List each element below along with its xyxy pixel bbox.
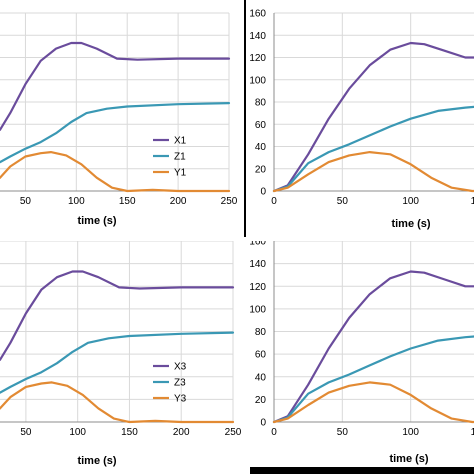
legend-label-x3: X3 <box>174 362 187 373</box>
x-axis-label: time (s) <box>77 215 116 227</box>
series-line-y <box>272 151 474 193</box>
series-line-x1 <box>0 41 231 131</box>
y-tick-label: 100 <box>249 75 266 86</box>
x-axis-label: time (s) <box>391 218 430 230</box>
series-line-z1 <box>0 102 231 164</box>
x-tick-label: 250 <box>225 427 242 438</box>
y-tick-label: 80 <box>255 327 267 338</box>
y-tick-label: 0 <box>260 418 266 429</box>
x-tick-label: 150 <box>471 196 474 207</box>
x-tick-label: 250 <box>221 196 238 207</box>
y-tick-label: 20 <box>255 164 267 175</box>
series-line-x3 <box>0 270 235 361</box>
divider-vertical-top <box>244 0 246 237</box>
series-line-x <box>272 270 474 424</box>
x-tick-label: 100 <box>402 196 419 207</box>
series-line-x <box>272 41 474 193</box>
y-tick-label: 80 <box>255 98 267 109</box>
chart-top-right: 0 50 100 150 0 20 40 60 80 100 120 140 160 time (s) <box>249 9 474 230</box>
y-tick-label: 100 <box>249 304 266 315</box>
series-line-y3 <box>0 381 235 424</box>
legend-label-x1: X1 <box>174 136 187 147</box>
chart-top-left: 50 100 150 200 250 time (s) X1 Z1 Y1 <box>0 12 238 227</box>
x-tick-label: 200 <box>170 196 187 207</box>
series-line-z <box>272 105 474 193</box>
x-tick-label: 100 <box>69 427 86 438</box>
y-tick-label: 0 <box>260 187 266 198</box>
y-tick-label: 160 <box>249 9 266 20</box>
x-tick-label: 50 <box>20 196 32 207</box>
legend-label-y1: Y1 <box>174 168 187 179</box>
y-tick-label: 40 <box>255 142 267 153</box>
legend-label-z1: Z1 <box>174 152 186 163</box>
x-tick-label: 0 <box>271 196 277 207</box>
x-tick-label: 150 <box>119 196 136 207</box>
divider-bottom-right-bar <box>250 467 474 474</box>
series-line-y <box>272 381 474 424</box>
x-tick-label: 50 <box>337 196 349 207</box>
x-tick-label: 100 <box>402 427 419 438</box>
x-axis-label: time (s) <box>389 453 428 465</box>
y-tick-label: 40 <box>255 372 267 383</box>
legend-label-z3: Z3 <box>174 378 186 389</box>
y-tick-label: 160 <box>249 237 266 248</box>
x-tick-label: 50 <box>20 427 32 438</box>
series-line-y1 <box>0 151 231 193</box>
y-tick-label: 140 <box>249 31 266 42</box>
x-tick-label: 100 <box>68 196 85 207</box>
y-tick-label: 120 <box>249 53 266 64</box>
y-tick-label: 20 <box>255 395 267 406</box>
series-line-z3 <box>0 331 235 394</box>
x-tick-label: 150 <box>471 427 474 438</box>
y-tick-label: 140 <box>249 259 266 270</box>
series-line-z <box>272 335 474 424</box>
x-tick-label: 150 <box>121 427 138 438</box>
y-tick-label: 60 <box>255 350 267 361</box>
chart-bottom-right: 0 50 100 150 0 20 40 60 80 100 120 140 160 time (s) <box>249 237 474 465</box>
y-tick-label: 120 <box>249 282 266 293</box>
chart-bottom-left: 50 100 150 200 250 time (s) X3 Z3 Y3 <box>0 241 242 467</box>
legend-label-y3: Y3 <box>174 394 187 405</box>
x-tick-label: 200 <box>173 427 190 438</box>
x-axis-label: time (s) <box>77 455 116 467</box>
y-tick-label: 60 <box>255 120 267 131</box>
x-tick-label: 50 <box>337 427 349 438</box>
x-tick-label: 0 <box>271 427 277 438</box>
